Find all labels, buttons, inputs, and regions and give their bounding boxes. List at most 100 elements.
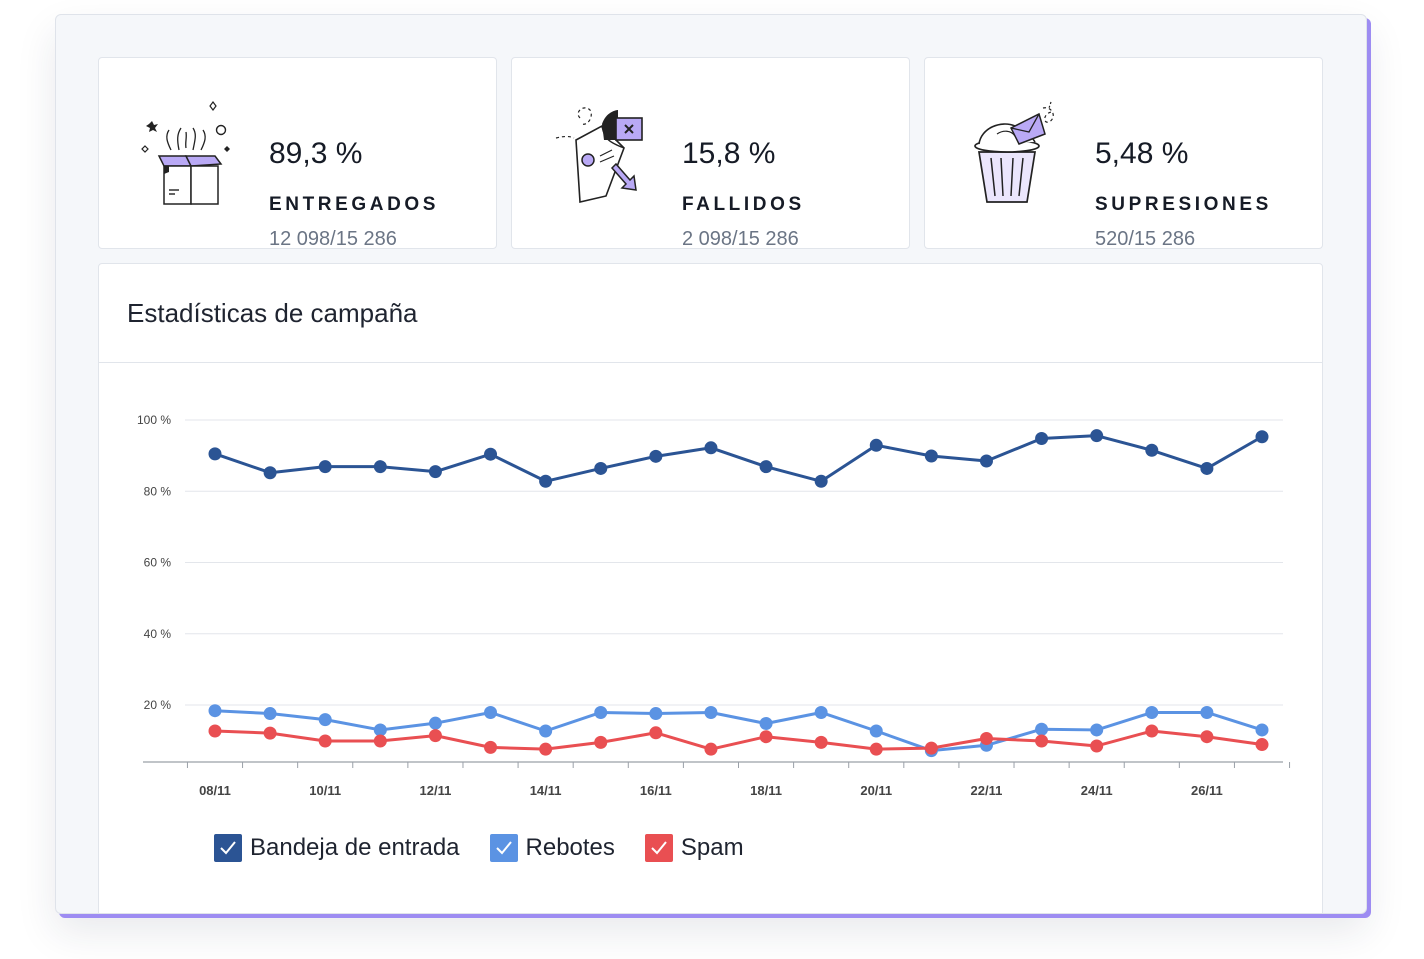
- x-tick-label: 20/11: [860, 783, 892, 798]
- data-point: [869, 438, 883, 452]
- trash-can-icon: [974, 101, 1054, 203]
- kpi-count: 12 098/15 286: [269, 228, 397, 250]
- data-point: [594, 705, 608, 719]
- check-icon: [651, 841, 667, 855]
- data-point: [484, 740, 498, 754]
- kpi-card-delivered: 89,3 % ENTREGADOS 12 098/15 286: [98, 57, 497, 250]
- series-line-0: [214, 434, 1263, 483]
- data-point: [484, 705, 498, 719]
- data-point: [814, 705, 828, 719]
- check-icon: [220, 841, 236, 855]
- data-point: [1255, 430, 1269, 444]
- data-point: [373, 734, 387, 748]
- data-point: [1145, 724, 1159, 738]
- data-point: [428, 716, 442, 730]
- data-point: [1200, 705, 1214, 719]
- legend-label: Spam: [680, 834, 744, 861]
- data-point: [759, 460, 773, 474]
- data-point: [924, 741, 938, 755]
- kpi-card-suppressions: 5,48 % SUPRESIONES 520/15 286: [924, 57, 1323, 250]
- check-icon: [495, 841, 512, 855]
- data-point: [263, 466, 277, 480]
- panel-title: Estadísticas de campaña: [127, 298, 418, 328]
- data-point: [484, 447, 498, 461]
- data-point: [1255, 738, 1269, 752]
- data-point: [208, 704, 222, 718]
- x-tick-label: 12/11: [420, 783, 452, 798]
- x-tick-label: 24/11: [1081, 783, 1113, 798]
- campaign-stats-panel: Estadísticas de campaña 100 % 80 % 60 % 40 …: [98, 263, 1323, 913]
- data-point: [373, 723, 387, 737]
- kpi-label: ENTREGADOS: [269, 194, 440, 215]
- legend-item-bounces[interactable]: Rebotes: [489, 834, 615, 862]
- y-tick-label: 60 %: [144, 556, 172, 570]
- campaign-line-chart: 100 % 80 % 60 % 40 % 20 % 08/11 10/11 12/11 14/1…: [137, 413, 1291, 798]
- series-line-1: [214, 709, 1263, 753]
- data-point: [649, 726, 663, 740]
- kpi-card-failed: 15,8 % FALLIDOS 2 098/15 286: [511, 57, 910, 250]
- data-point: [1255, 723, 1269, 737]
- kpi-count: 520/15 286: [1095, 228, 1196, 250]
- data-point: [704, 705, 718, 719]
- data-point: [1035, 722, 1049, 736]
- data-point: [594, 461, 608, 475]
- data-point: [649, 707, 663, 721]
- dashboard-frame: 89,3 % ENTREGADOS 12 098/15 286 15,8 % F…: [55, 14, 1367, 914]
- data-point: [318, 460, 332, 474]
- data-point: [539, 742, 553, 756]
- data-point: [208, 724, 222, 738]
- legend-checkbox[interactable]: [214, 834, 242, 862]
- data-point: [869, 724, 883, 738]
- x-tick-label: 16/11: [640, 783, 672, 798]
- kpi-label: SUPRESIONES: [1095, 194, 1272, 215]
- x-tick-label: 14/11: [530, 783, 562, 798]
- x-tick-label: 26/11: [1191, 783, 1223, 798]
- data-point: [318, 713, 332, 727]
- failed-letter-icon: [555, 107, 643, 203]
- data-point: [814, 735, 828, 749]
- y-tick-label: 40 %: [144, 627, 172, 641]
- data-point: [208, 447, 222, 461]
- kpi-label: FALLIDOS: [682, 194, 805, 215]
- data-point: [1200, 730, 1214, 744]
- kpi-percent: 15,8 %: [682, 137, 776, 170]
- data-point: [539, 724, 553, 738]
- legend-label: Bandeja de entrada: [250, 834, 460, 861]
- kpi-percent: 89,3 %: [269, 137, 363, 170]
- x-tick-label: 10/11: [309, 783, 341, 798]
- data-point: [1090, 429, 1104, 443]
- kpi-percent: 5,48 %: [1095, 137, 1189, 170]
- data-point: [428, 729, 442, 743]
- legend-item-inbox[interactable]: Bandeja de entrada: [214, 834, 460, 862]
- panel-header: Estadísticas de campaña: [99, 264, 1322, 363]
- data-point: [1090, 723, 1104, 737]
- data-point: [704, 742, 718, 756]
- x-tick-label: 18/11: [750, 783, 782, 798]
- legend-checkbox[interactable]: [644, 834, 673, 862]
- kpi-count: 2 098/15 286: [682, 228, 799, 250]
- x-tick-label: 08/11: [199, 783, 231, 798]
- y-tick-label: 80 %: [144, 484, 172, 498]
- data-point: [1145, 443, 1159, 457]
- data-point: [1035, 432, 1049, 446]
- data-point: [759, 717, 773, 731]
- data-point: [814, 474, 828, 488]
- data-point: [1035, 734, 1049, 748]
- data-point: [649, 449, 663, 463]
- legend-label: Rebotes: [525, 834, 615, 861]
- data-point: [924, 449, 938, 463]
- x-tick-label: 22/11: [971, 783, 1003, 798]
- data-point: [979, 454, 993, 468]
- legend-item-spam[interactable]: Spam: [644, 834, 744, 862]
- data-point: [373, 460, 387, 474]
- data-point: [1145, 705, 1159, 719]
- data-point: [318, 734, 332, 748]
- data-point: [263, 707, 277, 721]
- data-point: [428, 465, 442, 479]
- data-point: [759, 730, 773, 744]
- data-point: [979, 731, 993, 745]
- y-tick-label: 100 %: [137, 413, 171, 427]
- data-point: [704, 441, 718, 455]
- data-point: [539, 474, 553, 488]
- legend-checkbox[interactable]: [489, 834, 518, 862]
